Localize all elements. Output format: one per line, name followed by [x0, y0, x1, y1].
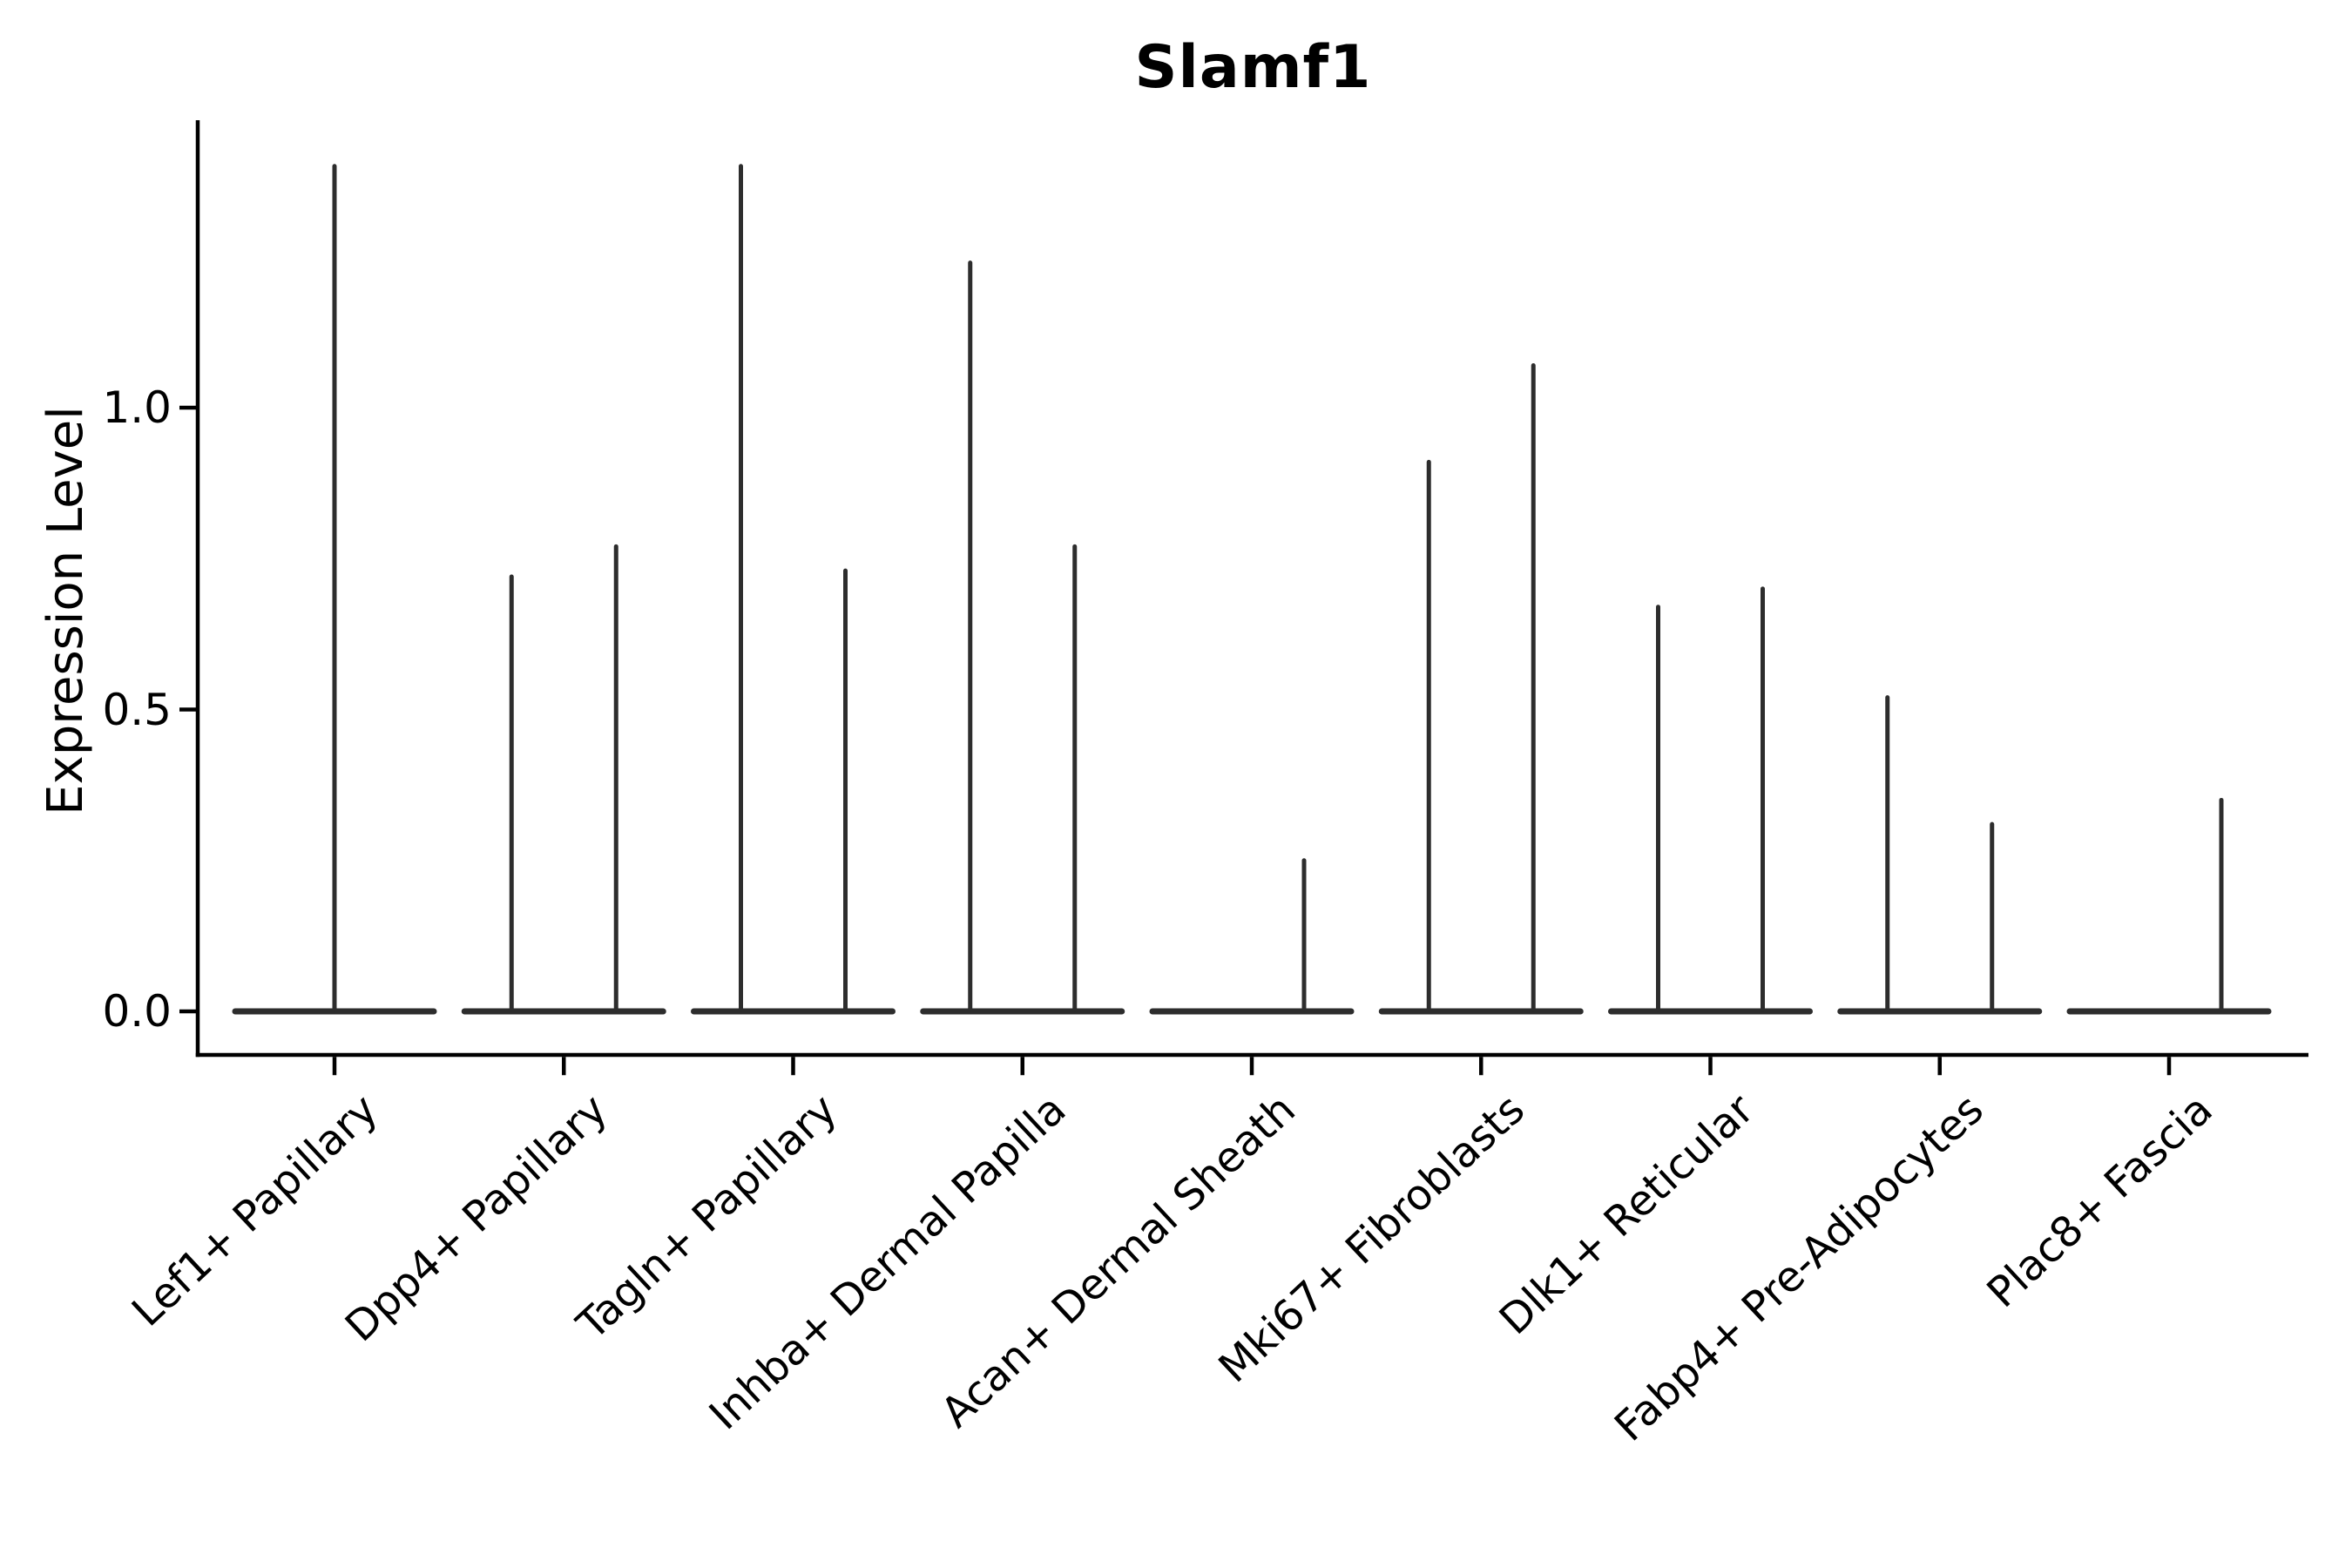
y-tick-label: 0.5	[102, 684, 172, 735]
y-tick-label: 1.0	[102, 382, 172, 433]
y-tick-label: 0.0	[102, 986, 172, 1037]
chart-title: Slamf1	[1134, 33, 1372, 102]
